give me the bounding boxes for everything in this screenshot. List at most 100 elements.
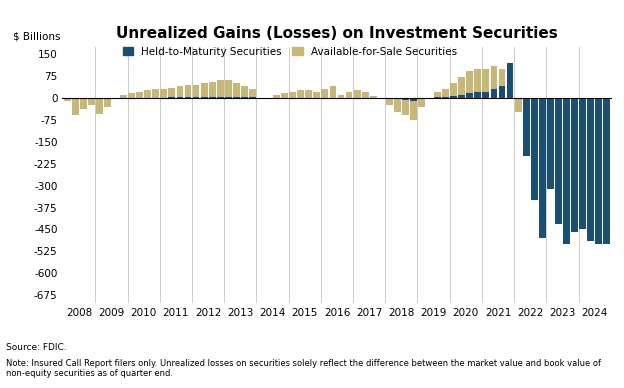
Bar	[128, 94, 135, 98]
Bar	[579, 98, 586, 168]
Bar	[482, 69, 489, 98]
Bar	[265, 98, 272, 99]
Bar	[595, 98, 602, 156]
Bar	[193, 85, 200, 98]
Bar	[88, 98, 95, 99]
Bar	[104, 98, 111, 107]
Bar	[313, 92, 320, 98]
Bar	[442, 89, 449, 98]
Bar	[80, 98, 87, 109]
Bar	[281, 94, 288, 98]
Bar	[64, 98, 71, 101]
Bar	[418, 98, 425, 99]
Bar	[378, 98, 384, 99]
Bar	[370, 96, 377, 98]
Bar	[217, 97, 223, 98]
Bar	[507, 62, 514, 98]
Text: Source: FDIC.: Source: FDIC.	[6, 343, 67, 352]
Bar	[555, 98, 562, 189]
Bar	[112, 98, 119, 99]
Bar	[426, 98, 433, 99]
Bar	[136, 92, 143, 98]
Bar	[531, 98, 538, 171]
Bar	[241, 97, 248, 98]
Bar	[152, 89, 159, 98]
Bar	[442, 97, 449, 98]
Bar	[378, 98, 384, 99]
Bar	[434, 92, 441, 98]
Bar	[329, 86, 336, 98]
Bar	[474, 69, 481, 98]
Bar	[571, 98, 578, 171]
Bar	[273, 95, 280, 98]
Bar	[209, 97, 215, 98]
Bar	[547, 98, 553, 189]
Bar	[201, 83, 208, 98]
Bar	[120, 98, 127, 99]
Bar	[539, 98, 546, 185]
Bar	[346, 92, 353, 98]
Bar	[523, 98, 530, 156]
Bar	[603, 98, 610, 244]
Bar	[201, 97, 208, 98]
Bar	[451, 83, 457, 98]
Bar	[507, 80, 514, 98]
Bar	[217, 80, 223, 98]
Bar	[394, 98, 401, 113]
Bar	[144, 90, 151, 98]
Bar	[402, 98, 409, 115]
Bar	[410, 98, 417, 120]
Bar	[563, 98, 570, 244]
Bar	[579, 98, 586, 229]
Bar	[482, 92, 489, 98]
Bar	[185, 85, 192, 98]
Bar	[595, 98, 602, 244]
Bar	[587, 98, 594, 165]
Bar	[177, 86, 183, 98]
Bar	[410, 98, 417, 101]
Bar	[209, 82, 215, 98]
Bar	[539, 98, 546, 238]
Bar	[233, 83, 240, 98]
Bar	[297, 90, 304, 98]
Bar	[321, 89, 328, 98]
Bar	[72, 98, 79, 99]
Bar	[290, 92, 296, 98]
Bar	[474, 92, 481, 98]
Bar	[466, 94, 473, 98]
Bar	[555, 98, 562, 223]
Bar	[104, 98, 111, 99]
Bar	[96, 98, 103, 99]
Bar	[587, 98, 594, 241]
Bar	[249, 89, 256, 98]
Bar	[257, 98, 264, 99]
Bar	[531, 98, 538, 200]
Bar	[193, 97, 200, 98]
Bar	[426, 98, 433, 99]
Bar	[168, 88, 175, 98]
Bar	[112, 98, 119, 99]
Bar	[225, 80, 232, 98]
Bar	[160, 89, 167, 98]
Bar	[490, 66, 497, 98]
Bar	[241, 86, 248, 98]
Bar	[386, 98, 392, 99]
Bar	[547, 98, 553, 180]
Bar	[362, 92, 369, 98]
Bar	[64, 98, 71, 99]
Bar	[354, 90, 361, 98]
Bar	[233, 97, 240, 98]
Bar	[402, 98, 409, 100]
Bar	[603, 98, 610, 147]
Bar	[466, 71, 473, 98]
Bar	[418, 98, 425, 107]
Bar	[225, 97, 232, 98]
Title: Unrealized Gains (Losses) on Investment Securities: Unrealized Gains (Losses) on Investment …	[116, 26, 558, 41]
Bar	[120, 95, 127, 98]
Bar	[515, 98, 522, 113]
Text: $ Billions: $ Billions	[13, 31, 61, 42]
Legend: Held-to-Maturity Securities, Available-for-Sale Securities: Held-to-Maturity Securities, Available-f…	[122, 47, 457, 57]
Bar	[96, 98, 103, 114]
Bar	[305, 90, 312, 98]
Bar	[394, 98, 401, 99]
